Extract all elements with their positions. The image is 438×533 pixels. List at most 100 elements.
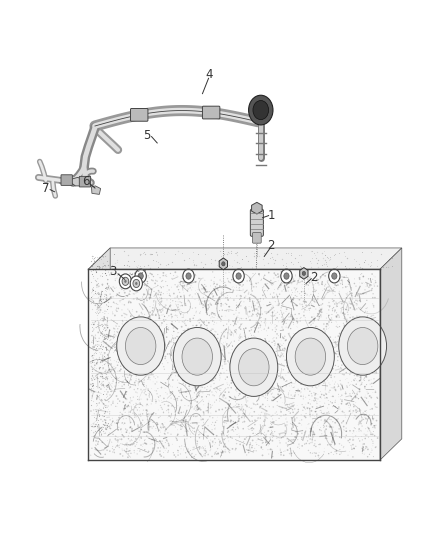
Point	[291, 415, 298, 423]
Point	[282, 422, 289, 430]
Point	[308, 389, 315, 398]
Point	[223, 398, 230, 407]
Point	[369, 419, 376, 428]
Point	[108, 360, 115, 368]
Point	[266, 342, 273, 351]
Point	[120, 247, 127, 255]
Point	[105, 342, 112, 351]
Point	[219, 350, 226, 358]
Point	[216, 437, 223, 446]
Point	[356, 279, 363, 287]
Point	[257, 402, 264, 411]
Point	[259, 445, 266, 454]
Point	[182, 381, 189, 389]
Point	[310, 333, 317, 341]
Point	[94, 392, 101, 401]
Point	[338, 418, 345, 427]
Point	[346, 438, 353, 447]
Point	[346, 370, 353, 378]
Point	[102, 269, 109, 277]
Point	[312, 417, 319, 426]
Point	[348, 392, 355, 401]
Point	[365, 274, 372, 283]
Point	[249, 429, 256, 438]
Point	[268, 320, 275, 329]
Text: 7: 7	[42, 182, 49, 195]
Point	[95, 341, 102, 350]
Point	[185, 350, 192, 358]
Point	[176, 343, 183, 352]
Point	[259, 392, 266, 400]
Circle shape	[328, 269, 340, 283]
Point	[279, 271, 286, 279]
Point	[325, 277, 332, 285]
Point	[155, 406, 162, 414]
Point	[219, 405, 226, 414]
Point	[223, 431, 230, 440]
Point	[269, 389, 276, 397]
Point	[169, 419, 176, 427]
Point	[331, 276, 338, 284]
Point	[332, 418, 339, 427]
Point	[233, 359, 240, 367]
Point	[167, 303, 174, 312]
Point	[357, 316, 364, 324]
Point	[147, 338, 154, 347]
Point	[201, 341, 208, 349]
Point	[88, 367, 95, 375]
Point	[262, 368, 269, 377]
Point	[207, 314, 214, 322]
Point	[324, 373, 331, 381]
Point	[329, 306, 336, 315]
Point	[287, 269, 294, 278]
Point	[293, 331, 300, 340]
Point	[286, 316, 293, 325]
Point	[209, 442, 216, 450]
Point	[196, 298, 203, 306]
Point	[371, 410, 378, 418]
Point	[184, 285, 191, 293]
Point	[103, 279, 110, 288]
Point	[310, 319, 317, 327]
Point	[283, 400, 290, 409]
Point	[359, 410, 366, 419]
Point	[211, 345, 218, 354]
Point	[311, 430, 318, 439]
Point	[221, 250, 228, 259]
Point	[372, 364, 379, 372]
Point	[186, 448, 193, 456]
Point	[332, 431, 339, 440]
Circle shape	[186, 273, 191, 279]
Point	[286, 368, 293, 376]
Point	[280, 366, 287, 374]
Point	[102, 385, 109, 393]
Point	[280, 334, 287, 343]
Point	[118, 435, 125, 443]
Point	[276, 431, 283, 439]
Point	[187, 281, 194, 290]
Point	[355, 336, 362, 345]
Point	[182, 427, 189, 435]
Point	[203, 393, 210, 401]
Point	[265, 370, 272, 378]
Point	[302, 327, 309, 336]
Point	[145, 261, 152, 269]
Point	[189, 376, 196, 384]
Point	[247, 439, 254, 447]
Point	[188, 403, 195, 411]
Point	[311, 295, 318, 303]
Point	[269, 431, 276, 440]
Point	[94, 424, 101, 432]
Point	[159, 271, 166, 280]
Point	[110, 298, 117, 306]
Point	[276, 372, 283, 381]
Point	[274, 292, 281, 301]
Point	[233, 367, 240, 376]
Point	[234, 368, 241, 377]
Point	[352, 393, 359, 402]
Point	[317, 440, 324, 448]
Point	[368, 393, 375, 402]
Point	[338, 299, 345, 308]
Point	[88, 365, 95, 374]
Point	[255, 441, 262, 450]
